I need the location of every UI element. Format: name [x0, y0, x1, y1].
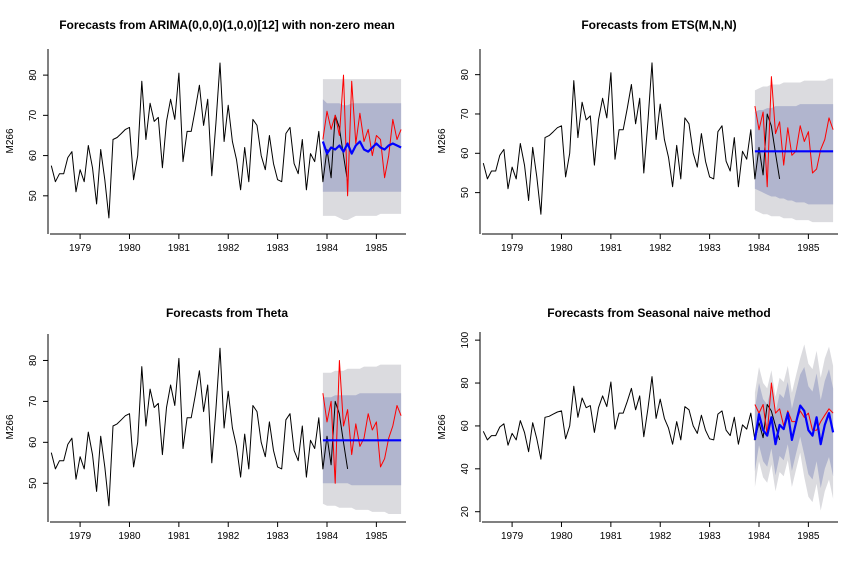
x-tick-label: 1985 — [797, 531, 820, 542]
x-tick-label: 1985 — [797, 243, 820, 254]
x-tick-label: 1982 — [217, 531, 240, 542]
y-tick-label: 70 — [28, 109, 39, 121]
forecast-series-line — [321, 140, 402, 155]
y-tick-label: 50 — [28, 190, 39, 202]
panel-arima: Forecasts from ARIMA(0,0,0)(1,0,0)[12] w… — [5, 18, 406, 254]
y-tick-label: 80 — [460, 377, 471, 389]
x-tick-label: 1981 — [600, 531, 623, 542]
panel-title: Forecasts from Theta — [166, 306, 288, 320]
y-tick-label: 100 — [460, 331, 471, 348]
actual-series-line — [754, 76, 834, 188]
panel-title: Forecasts from Seasonal naive method — [547, 306, 770, 320]
y-tick-label: 50 — [28, 477, 39, 489]
x-tick-label: 1981 — [168, 531, 191, 542]
y-axis-label: M266 — [5, 128, 16, 153]
history-series-line — [482, 62, 781, 215]
y-axis-label: M266 — [5, 414, 16, 439]
x-tick-label: 1980 — [550, 243, 573, 254]
x-tick-label: 1979 — [501, 531, 524, 542]
x-tick-label: 1982 — [649, 243, 672, 254]
y-tick-label: 60 — [460, 420, 471, 432]
x-tick-label: 1979 — [501, 243, 524, 254]
y-tick-label: 80 — [28, 354, 39, 366]
y-tick-label: 80 — [460, 69, 471, 81]
y-axis-label: M266 — [437, 414, 448, 439]
y-tick-label: 20 — [460, 506, 471, 518]
x-tick-label: 1981 — [600, 243, 623, 254]
panel-seasonal-naive: Forecasts from Seasonal naive method M26… — [437, 306, 838, 542]
y-tick-label: 60 — [28, 436, 39, 448]
x-tick-label: 1984 — [748, 243, 771, 254]
history-series-line — [482, 376, 781, 460]
x-tick-label: 1981 — [168, 243, 191, 254]
y-tick-label: 70 — [460, 108, 471, 120]
x-tick-label: 1980 — [118, 531, 141, 542]
x-tick-label: 1979 — [69, 243, 92, 254]
x-tick-label: 1984 — [316, 531, 339, 542]
x-tick-label: 1983 — [266, 243, 289, 254]
panel-ets: Forecasts from ETS(M,N,N) M266 50 60 70 80 1… — [437, 18, 838, 254]
x-tick-label: 1983 — [698, 531, 721, 542]
x-tick-label: 1982 — [217, 243, 240, 254]
panel-title: Forecasts from ETS(M,N,N) — [581, 18, 736, 32]
y-tick-label: 80 — [28, 69, 39, 81]
x-tick-label: 1979 — [69, 531, 92, 542]
forecast-series-line — [753, 404, 835, 446]
panel-title: Forecasts from ARIMA(0,0,0)(1,0,0)[12] w… — [59, 18, 395, 32]
actual-series-line — [322, 74, 402, 197]
actual-series-line — [322, 360, 402, 484]
y-tick-label: 60 — [460, 147, 471, 159]
prediction-band-80 — [754, 104, 834, 205]
y-tick-label: 40 — [460, 463, 471, 475]
y-tick-label: 70 — [28, 395, 39, 407]
actual-series-line — [754, 382, 834, 435]
x-tick-label: 1980 — [118, 243, 141, 254]
y-tick-label: 50 — [460, 187, 471, 199]
x-tick-label: 1980 — [550, 531, 573, 542]
x-tick-label: 1984 — [316, 243, 339, 254]
history-series-line — [50, 62, 349, 219]
panel-theta: Forecasts from Theta M266 50 60 70 80 1979 19… — [5, 306, 406, 542]
x-tick-label: 1982 — [649, 531, 672, 542]
x-tick-label: 1985 — [365, 243, 388, 254]
x-tick-label: 1983 — [266, 531, 289, 542]
x-tick-label: 1983 — [698, 243, 721, 254]
history-series-line — [50, 347, 349, 507]
x-tick-label: 1985 — [365, 531, 388, 542]
y-axis-label: M266 — [437, 128, 448, 153]
x-tick-label: 1984 — [748, 531, 771, 542]
y-tick-label: 60 — [28, 150, 39, 162]
